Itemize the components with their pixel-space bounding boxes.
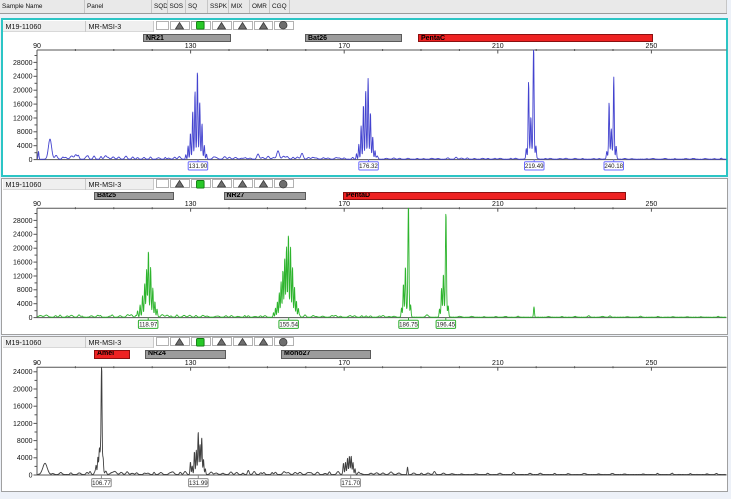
svg-text:250: 250 <box>646 201 658 208</box>
svg-text:4000: 4000 <box>17 455 33 462</box>
svg-text:90: 90 <box>33 43 41 50</box>
svg-text:4000: 4000 <box>17 143 33 150</box>
svg-text:131.90: 131.90 <box>189 163 208 170</box>
svg-text:250: 250 <box>646 360 658 367</box>
svg-text:20000: 20000 <box>13 88 33 95</box>
svg-text:131.99: 131.99 <box>189 480 208 487</box>
svg-text:240.18: 240.18 <box>604 163 623 170</box>
svg-text:0: 0 <box>29 315 33 322</box>
svg-text:16000: 16000 <box>13 404 33 411</box>
svg-text:12000: 12000 <box>13 421 33 428</box>
svg-text:0: 0 <box>29 157 33 164</box>
svg-text:186.75: 186.75 <box>399 322 418 329</box>
svg-text:12000: 12000 <box>13 115 33 122</box>
svg-text:170: 170 <box>338 201 350 208</box>
svg-text:20000: 20000 <box>13 246 33 253</box>
svg-text:16000: 16000 <box>13 260 33 267</box>
svg-text:176.32: 176.32 <box>359 163 378 170</box>
svg-text:250: 250 <box>646 43 658 50</box>
svg-text:28000: 28000 <box>13 218 33 225</box>
svg-text:8000: 8000 <box>17 287 33 294</box>
svg-text:170: 170 <box>338 43 350 50</box>
svg-text:90: 90 <box>33 360 41 367</box>
svg-text:12000: 12000 <box>13 273 33 280</box>
svg-text:219.49: 219.49 <box>525 163 544 170</box>
svg-text:20000: 20000 <box>13 386 33 393</box>
svg-text:170: 170 <box>338 360 350 367</box>
svg-text:24000: 24000 <box>13 74 33 81</box>
svg-text:16000: 16000 <box>13 102 33 109</box>
svg-text:8000: 8000 <box>17 438 33 445</box>
svg-text:28000: 28000 <box>13 60 33 67</box>
svg-text:210: 210 <box>492 201 504 208</box>
svg-text:130: 130 <box>185 360 197 367</box>
svg-text:4000: 4000 <box>17 301 33 308</box>
svg-text:130: 130 <box>185 43 197 50</box>
svg-text:171.70: 171.70 <box>341 480 360 487</box>
svg-text:106.77: 106.77 <box>92 480 111 487</box>
svg-text:24000: 24000 <box>13 369 33 376</box>
svg-text:196.45: 196.45 <box>436 322 455 329</box>
svg-text:90: 90 <box>33 201 41 208</box>
svg-text:210: 210 <box>492 360 504 367</box>
svg-text:0: 0 <box>29 472 33 479</box>
svg-text:8000: 8000 <box>17 129 33 136</box>
svg-text:155.54: 155.54 <box>279 322 298 329</box>
svg-text:118.97: 118.97 <box>139 322 158 329</box>
svg-text:210: 210 <box>492 43 504 50</box>
svg-text:130: 130 <box>185 201 197 208</box>
svg-text:24000: 24000 <box>13 232 33 239</box>
